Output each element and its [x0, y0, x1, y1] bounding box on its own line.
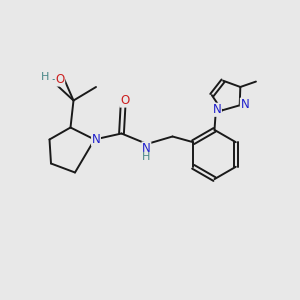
Text: N: N	[92, 133, 100, 146]
Text: O: O	[120, 94, 129, 107]
Text: -: -	[51, 73, 56, 86]
Text: N: N	[240, 98, 249, 111]
Text: N: N	[142, 142, 151, 155]
Text: H: H	[41, 71, 49, 82]
Text: N: N	[213, 103, 221, 116]
Text: O: O	[56, 73, 64, 86]
Text: H: H	[142, 152, 151, 163]
